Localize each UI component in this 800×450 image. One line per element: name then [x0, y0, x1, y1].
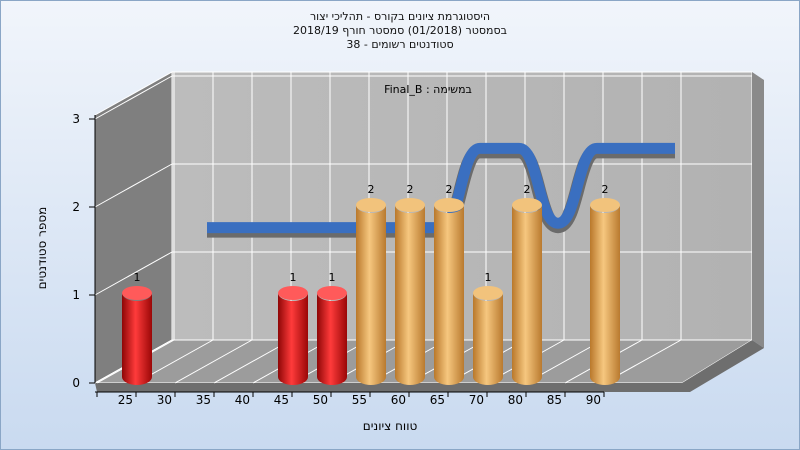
gridline-diag: [94, 163, 173, 208]
y-tick-label: 0: [72, 376, 80, 390]
bar: [122, 286, 152, 385]
x-tick-label: 55: [352, 393, 367, 407]
bar-body: [122, 293, 152, 385]
bar: [356, 198, 386, 385]
bar-value-label: 1: [134, 271, 141, 284]
bar-top: [317, 286, 347, 300]
chart-title-semester: בסמסטר (01/2018) סמסטר חורף 2018/19: [293, 24, 507, 37]
x-tick-label: 85: [547, 393, 562, 407]
bar: [512, 198, 542, 385]
bar-body: [317, 293, 347, 385]
bar-value-label: 1: [329, 271, 336, 284]
y-tick-label: 3: [72, 112, 80, 126]
bar-value-label: 2: [407, 183, 414, 196]
chart-y-axis: 0 1 2 3: [72, 112, 96, 390]
chart-x-axis: 25 30 35 40 45 50 55 60 65 70 80 85 90: [95, 391, 605, 407]
chart-title: היסטוגרמת ציונים בקורס - תהליכי יצור: [309, 10, 491, 23]
bar-value-label: 2: [602, 183, 609, 196]
x-tick-label: 90: [586, 393, 601, 407]
bar-top: [122, 286, 152, 300]
bar-value-label: 2: [524, 183, 531, 196]
bar-value-label: 2: [446, 183, 453, 196]
x-tick-label: 40: [235, 393, 250, 407]
bar-body: [590, 205, 620, 385]
bar: [434, 198, 464, 385]
bar-top: [473, 286, 503, 300]
x-axis-label: טווח ציונים: [363, 419, 418, 433]
bar: [317, 286, 347, 385]
bar-value-labels: 1 1 1 2 2 2 1 2 2: [134, 183, 609, 284]
bar: [473, 286, 503, 385]
x-tick-label: 80: [508, 393, 523, 407]
x-tick-label: 45: [274, 393, 289, 407]
chart-title-students: סטודנטים רשומים - 38: [346, 38, 454, 51]
gridline-diag: [94, 251, 173, 296]
bar-top: [395, 198, 425, 212]
bar-value-label: 1: [290, 271, 297, 284]
bar-body: [434, 205, 464, 385]
y-tick-label: 2: [72, 200, 80, 214]
x-tick-label: 30: [157, 393, 172, 407]
y-axis-label: מספר סטודנטים: [35, 207, 49, 290]
x-tick-label: 35: [196, 393, 211, 407]
chart-wall-shadow: [752, 72, 764, 348]
bar-top: [278, 286, 308, 300]
x-tick-label: 70: [469, 393, 484, 407]
bar-top: [434, 198, 464, 212]
bar-body: [512, 205, 542, 385]
bar-value-label: 2: [368, 183, 375, 196]
chart-bars: [122, 198, 620, 385]
y-tick-label: 1: [72, 288, 80, 302]
bar-body: [356, 205, 386, 385]
x-tick-label: 65: [430, 393, 445, 407]
bar-top: [356, 198, 386, 212]
bar: [590, 198, 620, 385]
bar-top: [512, 198, 542, 212]
bar: [395, 198, 425, 385]
bar-value-label: 1: [485, 271, 492, 284]
bar-body: [473, 293, 503, 385]
x-tick-label: 25: [118, 393, 133, 407]
gridline-diag: [94, 75, 173, 120]
chart-floor-shadow: [95, 340, 764, 392]
bar-body: [395, 205, 425, 385]
bar-body: [278, 293, 308, 385]
x-tick-label: 50: [313, 393, 328, 407]
x-tick-label: 60: [391, 393, 406, 407]
bar-top: [590, 198, 620, 212]
gridline-floor: [174, 339, 253, 384]
chart-subtitle: Final_B : במשימה: [384, 83, 472, 96]
bar: [278, 286, 308, 385]
